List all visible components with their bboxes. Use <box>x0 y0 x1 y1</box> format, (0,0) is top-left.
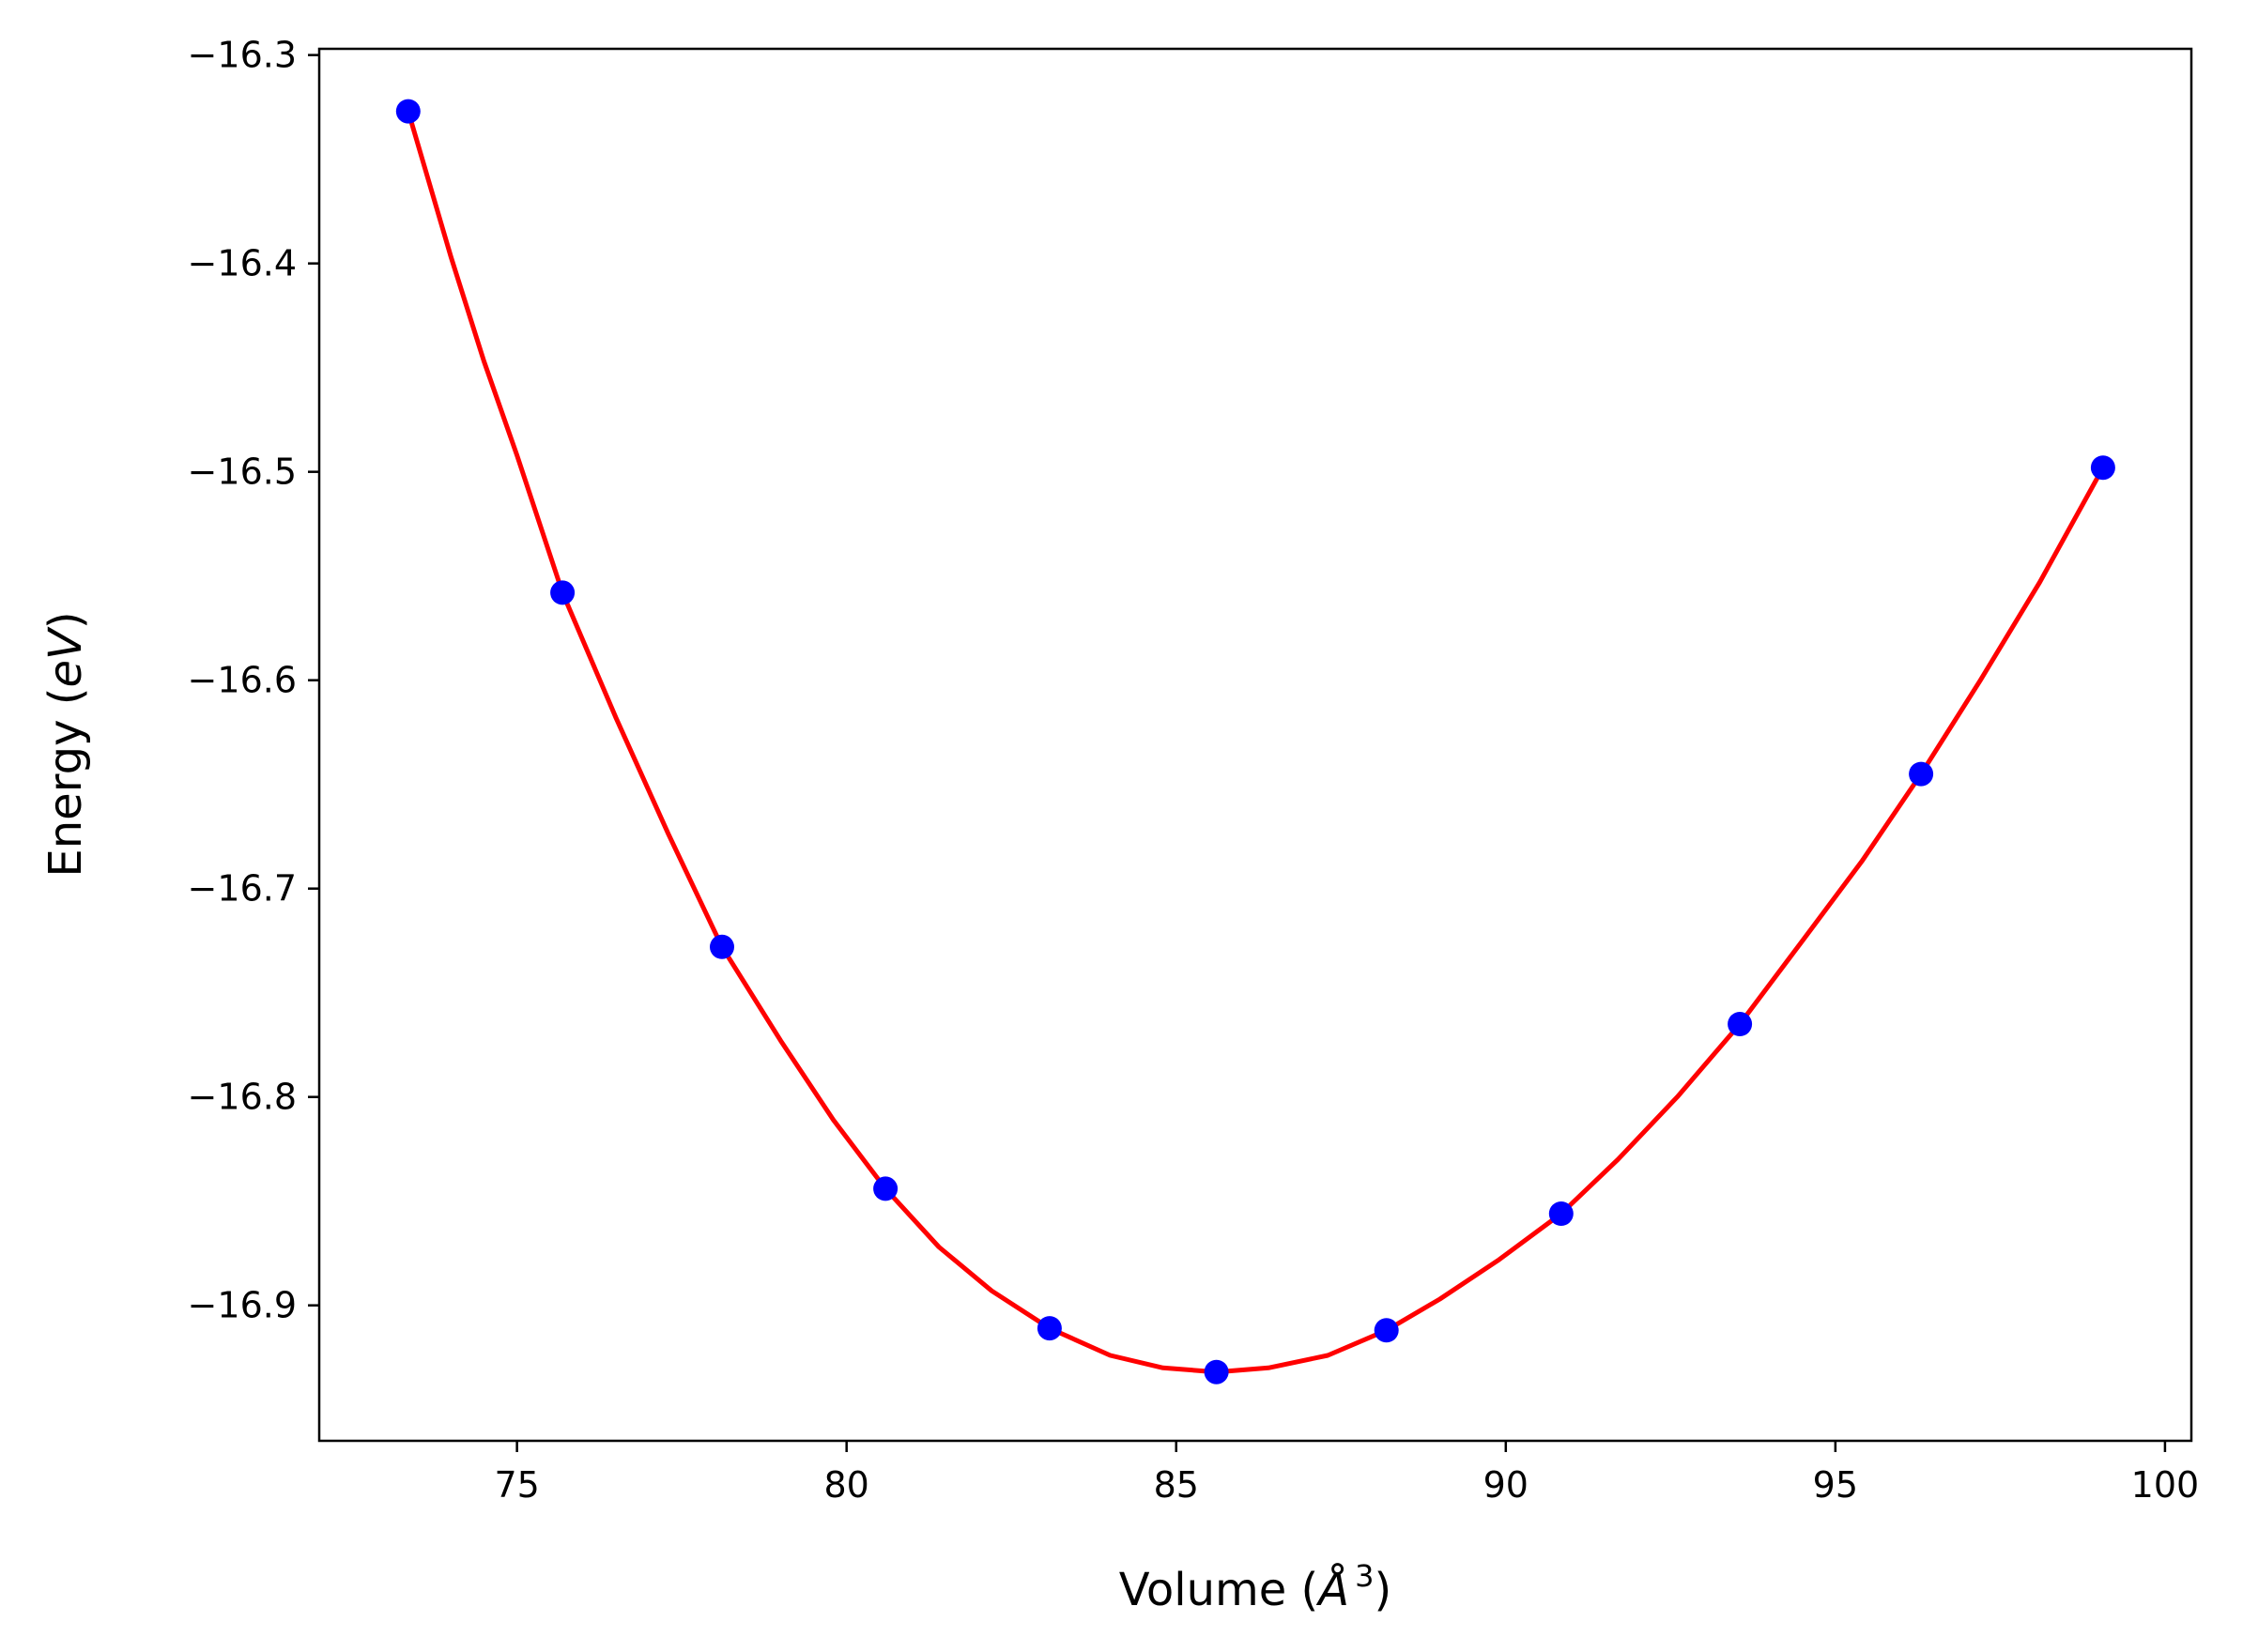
x-axis-label-suffix: ) <box>1374 1564 1391 1616</box>
data-point <box>873 1176 899 1201</box>
y-tick-label: −16.9 <box>188 1285 297 1326</box>
x-axis-label-exponent: 3 <box>1355 1558 1374 1594</box>
y-tick-label: −16.3 <box>188 35 297 76</box>
x-tick-label: 80 <box>824 1464 869 1506</box>
x-tick-label: 85 <box>1154 1464 1199 1506</box>
x-tick-label: 90 <box>1483 1464 1529 1506</box>
y-tick-label: −16.5 <box>188 451 297 493</box>
y-tick-label: −16.7 <box>188 868 297 910</box>
y-tick-label: −16.4 <box>188 243 297 284</box>
x-axis-label: Volume (Å 3) <box>1119 1558 1391 1616</box>
x-axis-label-prefix: Volume ( <box>1119 1564 1319 1616</box>
data-point <box>550 580 576 605</box>
data-point <box>1728 1012 1753 1036</box>
y-tick-label: −16.6 <box>188 660 297 701</box>
x-axis-label-unit: Å <box>1315 1563 1349 1616</box>
data-point <box>1374 1318 1399 1343</box>
data-point <box>1204 1359 1229 1384</box>
plot-frame <box>317 47 2193 1443</box>
plot-area <box>319 49 2191 1441</box>
y-axis-label: Energy (eV) <box>39 611 92 877</box>
data-point <box>1909 761 1934 787</box>
fit-curve-line <box>406 109 2106 1375</box>
data-point <box>1037 1316 1062 1341</box>
data-point <box>710 934 734 959</box>
data-point <box>2090 455 2115 481</box>
data-point <box>395 99 421 124</box>
y-tick-label: −16.8 <box>188 1077 297 1118</box>
data-points-layer <box>395 99 2115 1384</box>
x-tick-label: 100 <box>2131 1464 2200 1506</box>
x-axis-ticks: 75 80 85 90 95 100 <box>494 1441 2199 1506</box>
fit-curve-layer <box>406 109 2106 1375</box>
x-tick-label: 95 <box>1813 1464 1858 1506</box>
y-axis-label-unit: eV <box>39 626 92 688</box>
y-axis-label-prefix: Energy ( <box>39 688 92 878</box>
y-axis-ticks: −16.3 −16.4 −16.5 −16.6 −16.7 −16.8 −16.9 <box>188 35 319 1326</box>
data-point <box>1548 1201 1574 1226</box>
x-tick-label: 75 <box>494 1464 539 1506</box>
y-axis-label-suffix: ) <box>39 611 92 629</box>
